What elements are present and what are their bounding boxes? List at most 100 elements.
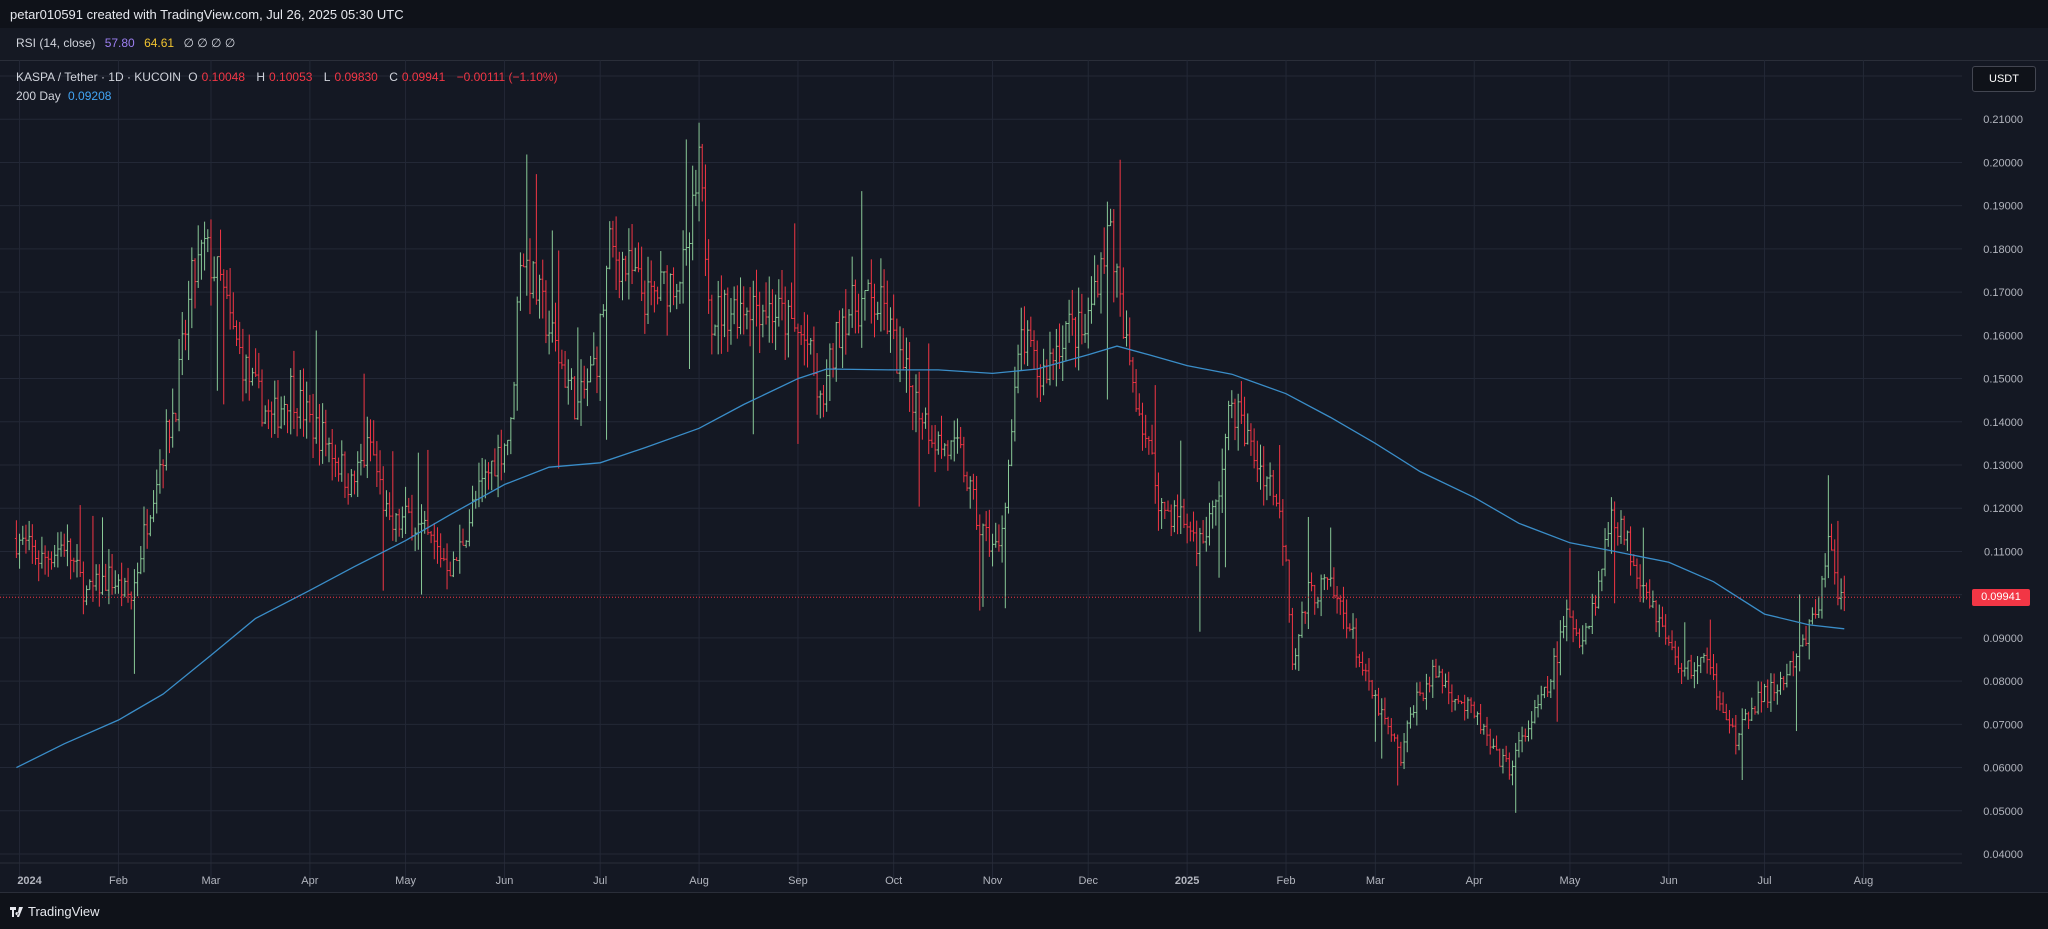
ohlc-bar xyxy=(605,265,609,440)
close-label: C xyxy=(389,70,398,84)
ohlc-bar xyxy=(1721,692,1725,714)
ohlc-bar xyxy=(1239,381,1243,424)
ohlc-bar xyxy=(895,318,899,374)
ohlc-bar xyxy=(356,451,360,497)
ohlc-bar xyxy=(971,473,975,500)
ohlc-bar xyxy=(1667,635,1671,646)
ohlc-bar xyxy=(388,492,392,521)
ohlc-bar xyxy=(589,355,593,383)
ohlc-bar xyxy=(168,419,172,454)
ohlc-bar xyxy=(1692,662,1696,689)
ohlc-bar xyxy=(850,256,854,328)
ohlc-bar xyxy=(630,224,634,285)
ohlc-bar xyxy=(254,348,258,378)
ohlc-bar xyxy=(203,221,207,271)
ohlc-bar xyxy=(1463,694,1467,721)
ohlc-bar xyxy=(1444,673,1448,688)
ohlc-bar xyxy=(1003,502,1007,609)
ohlc-bar xyxy=(1182,498,1186,529)
ohlc-bar xyxy=(1093,255,1097,306)
ohlc-bar xyxy=(1520,726,1524,753)
ohlc-bar xyxy=(818,390,822,419)
tradingview-logo[interactable]: TradingView xyxy=(10,904,100,919)
ohlc-bar xyxy=(1743,708,1747,721)
ohlc-bar xyxy=(1290,607,1294,671)
ohlc-bar xyxy=(659,251,663,301)
ohlc-bar xyxy=(975,475,979,530)
ohlc-bar xyxy=(1230,390,1234,419)
x-tick-label: Jun xyxy=(496,875,514,887)
chart-grid xyxy=(0,60,1962,882)
ohlc-bar xyxy=(790,282,794,319)
ohlc-bar xyxy=(892,294,896,340)
x-tick-label: Feb xyxy=(1277,875,1296,887)
ohlc-bar xyxy=(649,260,653,306)
ohlc-bar xyxy=(633,247,637,272)
ohlc-bar xyxy=(1000,515,1004,563)
ohlc-bar xyxy=(1491,738,1495,749)
ohlc-bar xyxy=(1434,658,1438,679)
ohlc-bar xyxy=(1198,527,1202,632)
ohlc-bar xyxy=(120,562,124,607)
ohlc-bar xyxy=(914,374,918,433)
price-chart[interactable]: 0.220000.210000.200000.190000.180000.170… xyxy=(0,60,2048,892)
ohlc-bar xyxy=(576,327,580,420)
ohlc-bar xyxy=(1102,227,1106,274)
ohlc-bar xyxy=(646,256,650,325)
ohlc-bar xyxy=(1227,400,1231,451)
ohlc-bar xyxy=(1772,673,1776,701)
high-value: 0.10053 xyxy=(269,70,313,84)
ohlc-bar xyxy=(853,279,857,334)
ohlc-bar xyxy=(668,273,672,313)
ohlc-bar xyxy=(1073,316,1077,368)
ohlc-bar xyxy=(1211,500,1215,529)
ohlc-bar xyxy=(569,368,573,390)
ohlc-bar xyxy=(994,522,998,548)
ohlc-bar xyxy=(193,258,197,309)
rsi-label[interactable]: RSI (14, close) xyxy=(16,36,96,50)
ohlc-bar xyxy=(1546,676,1550,697)
ohlc-bar xyxy=(1775,684,1779,705)
ohlc-bar xyxy=(420,504,424,595)
ohlc-bar xyxy=(1814,599,1818,619)
ohlc-bar xyxy=(1134,369,1138,412)
ohlc-bar xyxy=(30,524,34,564)
ohlc-bar xyxy=(372,420,376,456)
ohlc-bar xyxy=(1597,571,1601,609)
rsi-pane[interactable]: RSI (14, close) 57.80 64.61 ∅ ∅ ∅ ∅ xyxy=(0,28,2048,61)
ohlc-bar xyxy=(783,286,787,360)
symbol-title[interactable]: KASPA / Tether · 1D · KUCOIN xyxy=(16,70,181,84)
ohlc-bar xyxy=(1747,711,1751,730)
ohlc-bar xyxy=(1389,718,1393,742)
ohlc-bar xyxy=(85,585,89,606)
ohlc-bar xyxy=(1144,414,1148,448)
ohlc-bar xyxy=(337,457,341,482)
ohlc-bar xyxy=(219,229,223,281)
ohlc-bar xyxy=(703,164,707,277)
ohlc-bar xyxy=(27,520,31,551)
x-tick-label: Apr xyxy=(1466,875,1483,887)
ohlc-bar xyxy=(400,506,404,538)
ohlc-bar xyxy=(608,221,612,270)
ohlc-bar xyxy=(681,230,685,304)
ohlc-bar xyxy=(1383,697,1387,725)
ohlc-bar xyxy=(1067,299,1071,343)
ohlc-bar xyxy=(1364,663,1368,682)
ohlc-bar xyxy=(700,143,704,202)
ohlc-bar xyxy=(1284,544,1288,562)
ohlc-bar xyxy=(1236,393,1240,451)
y-tick-label: 0.11000 xyxy=(1984,546,2023,558)
ohlc-bar xyxy=(81,561,85,615)
ohlc-bar xyxy=(1450,684,1454,713)
ohlc-bar xyxy=(123,577,127,598)
ohlc-bar xyxy=(1727,709,1731,734)
ohlc-bar xyxy=(828,343,832,402)
ohlc-bar xyxy=(1574,619,1578,637)
ohlc-bar xyxy=(557,250,561,469)
ohlc-bar xyxy=(1785,663,1789,688)
ohlc-bar xyxy=(273,380,277,434)
ma-label[interactable]: 200 Day xyxy=(16,89,61,103)
currency-unit-button[interactable]: USDT xyxy=(1972,66,2036,92)
ohlc-bar xyxy=(927,343,931,455)
ohlc-bar xyxy=(1006,459,1010,514)
